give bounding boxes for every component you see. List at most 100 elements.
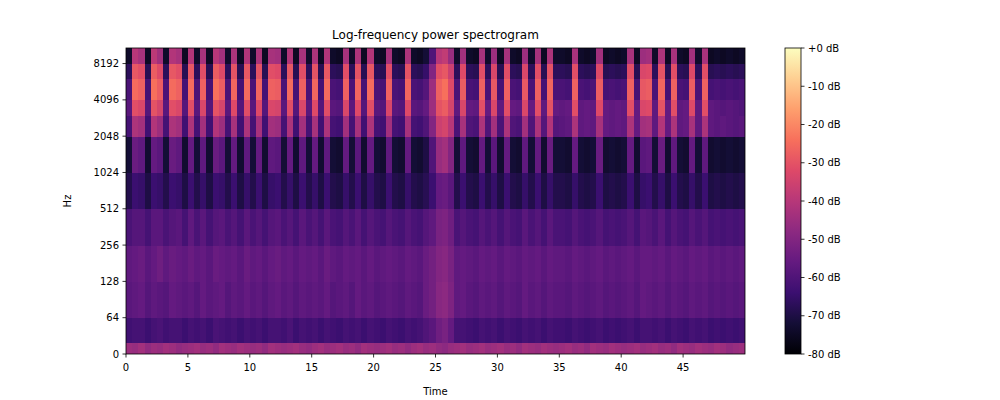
heatmap-cell (188, 136, 195, 173)
heatmap-cell (448, 100, 455, 116)
heatmap-cell (405, 79, 412, 101)
heatmap-cell (665, 100, 672, 116)
heatmap-cell (683, 172, 690, 209)
heatmap-cell (541, 245, 548, 282)
heatmap-cell (429, 100, 436, 116)
heatmap-cell (281, 115, 288, 137)
heatmap-cell (324, 172, 331, 209)
heatmap-cell (405, 281, 412, 318)
x-tick-label: 30 (491, 362, 504, 373)
heatmap-cell (151, 100, 158, 116)
heatmap-cell (182, 100, 189, 116)
heatmap-cell (262, 318, 269, 344)
heatmap-cell (237, 79, 244, 101)
heatmap-cell (398, 281, 405, 318)
heatmap-cell (584, 245, 591, 282)
colorbar-tick-label: -10 dB (808, 81, 841, 92)
heatmap-cell (176, 281, 183, 318)
heatmap-cell (516, 79, 523, 101)
heatmap-cell (417, 64, 424, 80)
heatmap-cell (336, 115, 343, 137)
heatmap-cell (547, 136, 554, 173)
heatmap-cell (287, 343, 294, 354)
heatmap-cell (188, 245, 195, 282)
heatmap-cell (603, 318, 610, 344)
heatmap-cell (522, 48, 529, 64)
heatmap-cell (225, 281, 232, 318)
heatmap-cell (454, 172, 461, 209)
heatmap-cell (436, 100, 443, 116)
heatmap-cell (726, 136, 733, 173)
heatmap-cell (138, 245, 145, 282)
colorbar-tick-label: -60 dB (808, 272, 841, 283)
heatmap-cell (268, 136, 275, 173)
heatmap-cell (299, 48, 306, 64)
heatmap-cell (627, 209, 634, 246)
heatmap-cell (590, 209, 597, 246)
heatmap-cell (392, 115, 399, 137)
heatmap-cell (336, 48, 343, 64)
heatmap-cell (244, 115, 251, 137)
x-tick (311, 354, 312, 358)
y-tick-label: 8192 (94, 58, 119, 69)
heatmap-cell (398, 172, 405, 209)
heatmap-cell (237, 48, 244, 64)
heatmap-cell (695, 172, 702, 209)
colorbar-tick-label: -40 dB (808, 196, 841, 207)
heatmap-cell (665, 245, 672, 282)
heatmap-cell (213, 48, 220, 64)
heatmap-cell (200, 115, 207, 137)
heatmap-cell (367, 209, 374, 246)
heatmap-cell (640, 343, 647, 354)
heatmap-cell (231, 343, 238, 354)
chart-title: Log-frequency power spectrogram (332, 28, 539, 42)
heatmap-cell (423, 48, 430, 64)
heatmap-cell (708, 245, 715, 282)
heatmap-cell (213, 209, 220, 246)
heatmap-cell (176, 209, 183, 246)
heatmap-cell (188, 48, 195, 64)
heatmap-cell (485, 100, 492, 116)
heatmap-cell (522, 172, 529, 209)
y-tick (123, 172, 127, 173)
heatmap-cell (268, 48, 275, 64)
heatmap-cell (442, 136, 449, 173)
heatmap-cell (677, 209, 684, 246)
heatmap-cell (436, 343, 443, 354)
heatmap-cell (733, 172, 740, 209)
heatmap-cell (726, 281, 733, 318)
heatmap-cell (219, 64, 226, 80)
heatmap-cell (733, 136, 740, 173)
heatmap-cell (504, 245, 511, 282)
heatmap-cell (361, 343, 368, 354)
heatmap-cell (318, 343, 325, 354)
heatmap-cell (169, 136, 176, 173)
heatmap-cell (596, 281, 603, 318)
heatmap-cell (454, 343, 461, 354)
heatmap-cell (708, 343, 715, 354)
heatmap-cell (658, 115, 665, 137)
heatmap-cell (733, 245, 740, 282)
heatmap-cell (176, 245, 183, 282)
heatmap-cell (398, 79, 405, 101)
heatmap-cell (126, 64, 133, 80)
heatmap-cell (374, 281, 381, 318)
heatmap-cell (312, 100, 319, 116)
heatmap-cell (590, 100, 597, 116)
heatmap-cell (330, 64, 337, 80)
heatmap-cell (733, 79, 740, 101)
heatmap-cell (157, 79, 164, 101)
heatmap-cell (683, 79, 690, 101)
heatmap-cell (145, 343, 152, 354)
heatmap-cell (720, 343, 727, 354)
heatmap-cell (188, 100, 195, 116)
heatmap-cell (671, 136, 678, 173)
heatmap-cell (411, 115, 418, 137)
heatmap-cell (559, 318, 566, 344)
heatmap-cell (689, 48, 696, 64)
heatmap-cell (380, 343, 387, 354)
heatmap-cell (380, 318, 387, 344)
heatmap-cell (299, 100, 306, 116)
heatmap-cell (405, 64, 412, 80)
heatmap-cell (157, 64, 164, 80)
